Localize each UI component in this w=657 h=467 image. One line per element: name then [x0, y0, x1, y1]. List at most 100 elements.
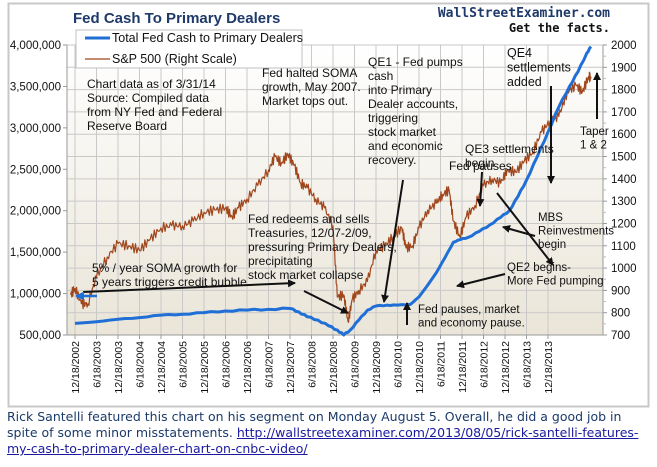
y-right-tick-label: 700	[611, 330, 630, 342]
annotation-fed-pauses-2010: Fed pauses, market and economy pause.	[418, 304, 525, 330]
annotation-line: 5% / year SOMA growth for	[92, 261, 237, 275]
annotation-line: begin	[465, 156, 494, 170]
arrow-qe2	[456, 273, 506, 289]
annotation-line: growth, May 2007.	[262, 80, 361, 94]
annotation-line: from NY Fed and Federal	[87, 105, 222, 119]
x-tick-label: 6/18/2013	[522, 341, 534, 388]
x-tick-label: 6/18/2009	[350, 341, 362, 388]
annotation-line: Source: Compiled data	[87, 91, 209, 105]
y-right-tick-label: 900	[611, 285, 630, 297]
arrow-fed-redeems	[303, 290, 349, 314]
plot-area	[67, 45, 603, 335]
legend-label-sp500: S&P 500 (Right Scale)	[112, 52, 237, 66]
watermark-tagline: Get the facts.	[509, 21, 610, 35]
y-axis-left: 500,000 1,000,000 1,500,000 2,000,000 2,500,…	[10, 40, 68, 342]
x-tick-label: 12/18/2004	[156, 341, 168, 394]
x-tick-label: 12/18/2005	[199, 341, 211, 394]
y-right-tick-label: 1600	[611, 129, 637, 141]
x-tick-label: 12/18/2013	[543, 341, 555, 394]
annotation-line: cash	[368, 69, 393, 83]
legend: Total Fed Cash to Primary Dealers S&P 50…	[75, 29, 303, 69]
annotation-line: and economic	[368, 139, 443, 153]
annotation-line: stock market collapse	[248, 268, 364, 282]
x-tick-label: 6/18/2012	[479, 341, 491, 388]
x-tick-label: 6/18/2011	[436, 341, 448, 387]
caption: Rick Santelli featured this chart on his…	[7, 409, 647, 457]
annotation-line: Fed pauses, market	[418, 304, 520, 316]
y-right-tick-label: 800	[611, 308, 630, 320]
annotation-line: recovery.	[368, 153, 416, 167]
caption-link[interactable]: http://wallstreetexaminer.com/2013/08/05…	[7, 425, 639, 456]
annotation-taper: Taper 1 & 2	[580, 126, 609, 152]
y-left-tick-label: 3,500,000	[10, 81, 61, 93]
x-tick-label: 6/18/2008	[307, 341, 319, 388]
annotation-line: pressuring Primary Dealers,	[248, 240, 397, 254]
x-tick-label: 12/18/2002	[70, 341, 82, 394]
x-tick-label: 12/18/2012	[500, 341, 512, 394]
annotation-line: More Fed pumping	[507, 276, 604, 288]
y-right-tick-label: 1100	[611, 241, 636, 253]
y-right-tick-label: 1800	[611, 85, 637, 97]
annotation-line: and economy pause.	[418, 318, 525, 330]
annotation-fed-pauses-2011: Fed pauses	[449, 159, 512, 173]
x-tick-label: 12/18/2011	[457, 341, 469, 393]
arrow-mbs	[502, 225, 536, 237]
annotation-line: stock market	[368, 125, 437, 139]
series-fed-cash-line	[74, 45, 593, 337]
annotation-line: Reserve Board	[87, 119, 167, 133]
annotation-line: 1 & 2	[580, 140, 607, 152]
caption-text: Rick Santelli featured this chart on his…	[7, 409, 622, 440]
annotation-line: Fed redeems and sells	[248, 212, 369, 226]
arrow-soma-growth	[82, 279, 296, 293]
annotation-qe2: QE2 begins- More Fed pumping	[507, 262, 604, 288]
y-left-tick-label: 500,000	[19, 330, 61, 342]
y-right-tick-label: 1200	[611, 218, 637, 230]
annotation-line: QE2 begins-	[507, 262, 571, 274]
x-tick-label: 6/18/2007	[264, 341, 276, 388]
annotation-line: Market tops out.	[262, 94, 348, 108]
arrow-qe3	[496, 192, 554, 266]
annotation-line: Chart data as of 3/31/14	[87, 77, 216, 91]
annotation-arrows	[75, 72, 601, 325]
y-right-tick-label: 1700	[611, 107, 637, 119]
y-right-tick-label: 1000	[611, 263, 637, 275]
y-left-tick-label: 4,000,000	[10, 40, 61, 52]
annotation-line: MBS	[538, 212, 563, 224]
y-left-tick-label: 1,000,000	[10, 289, 61, 301]
x-tick-label: 6/18/2010	[393, 341, 405, 388]
annotation-line: settlements	[507, 61, 571, 75]
y-left-tick-label: 3,000,000	[10, 123, 61, 135]
annotation-line: QE4	[507, 46, 532, 60]
annotation-line: Reinvestments	[538, 226, 614, 238]
arrow-fed-pauses-2011	[476, 171, 485, 207]
gridlines	[67, 44, 603, 336]
annotation-line: QE1 - Fed pumps	[368, 55, 463, 69]
x-tick-label: 6/18/2004	[135, 341, 147, 388]
annotation-line: Taper	[580, 126, 609, 138]
y-left-tick-label: 1,500,000	[10, 247, 61, 259]
x-tick-label: 6/18/2006	[221, 341, 233, 388]
y-left-tick-label: 2,500,000	[10, 164, 61, 176]
annotation-line: Dealer accounts,	[368, 97, 458, 111]
x-tick-label: 6/18/2003	[92, 341, 104, 388]
arrow-qe1	[381, 179, 404, 303]
y-right-tick-label: 2000	[611, 40, 637, 52]
x-tick-label: 12/18/2008	[328, 341, 340, 394]
annotation-line: Treasuries, 12/07-2/09,	[248, 226, 372, 240]
series-layer	[70, 45, 593, 337]
x-axis: 12/18/2002 6/18/2003 12/18/2003 6/18/2004 12…	[67, 334, 603, 394]
y-right-tick-label: 1900	[611, 62, 637, 74]
x-tick-label: 12/18/2010	[414, 341, 426, 394]
x-tick-label: 12/18/2009	[371, 341, 383, 394]
annotation-line: precipitating	[248, 254, 313, 268]
x-tick-label: 12/18/2003	[113, 341, 125, 394]
y-left-tick-label: 2,000,000	[10, 206, 61, 218]
legend-label-fed-cash: Total Fed Cash to Primary Dealers	[112, 31, 303, 45]
